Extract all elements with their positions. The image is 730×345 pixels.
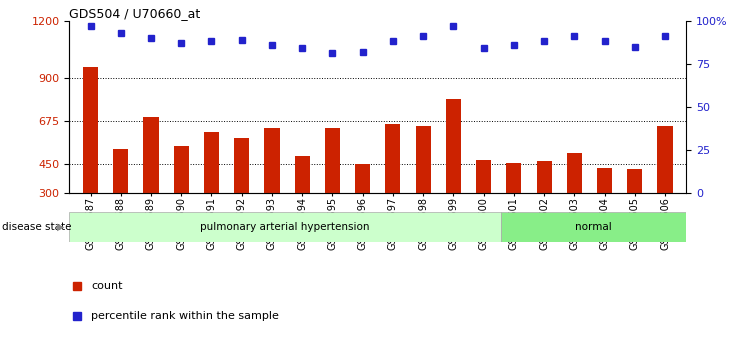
Bar — [204, 132, 219, 193]
Text: GDS504 / U70660_at: GDS504 / U70660_at — [69, 7, 201, 20]
Bar — [355, 165, 370, 193]
Bar — [174, 146, 189, 193]
Bar — [83, 67, 98, 193]
Bar — [501, 212, 686, 241]
Text: pulmonary arterial hypertension: pulmonary arterial hypertension — [201, 222, 370, 232]
Bar — [415, 126, 431, 193]
Bar — [627, 169, 642, 193]
Text: percentile rank within the sample: percentile rank within the sample — [91, 311, 279, 321]
Text: normal: normal — [575, 222, 612, 232]
Bar — [537, 161, 552, 193]
Bar — [69, 212, 501, 241]
Bar — [234, 138, 249, 193]
Text: count: count — [91, 282, 123, 292]
Text: disease state: disease state — [2, 222, 72, 232]
Bar — [113, 149, 128, 193]
Bar — [446, 99, 461, 193]
Bar — [385, 124, 401, 193]
Bar — [566, 153, 582, 193]
Bar — [325, 128, 340, 193]
Bar — [658, 126, 672, 193]
Bar — [597, 168, 612, 193]
Bar — [295, 156, 310, 193]
Bar — [476, 160, 491, 193]
Bar — [143, 117, 158, 193]
Bar — [507, 162, 521, 193]
Bar — [264, 128, 280, 193]
Text: ▶: ▶ — [57, 222, 64, 232]
